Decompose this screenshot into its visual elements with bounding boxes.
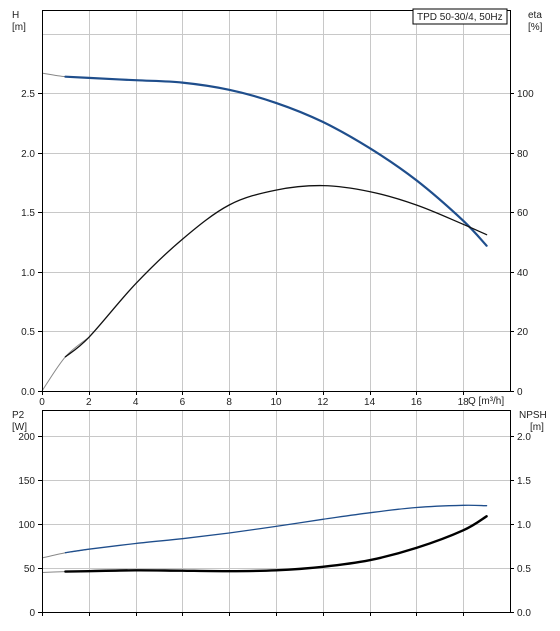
bottom-right-tick-label: 0.0 — [517, 608, 531, 619]
bottom-right-tick-label: 0.5 — [517, 564, 531, 575]
top-left-axis-unit: [m] — [12, 22, 26, 33]
bottom-right-axis-unit: [m] — [530, 422, 544, 433]
chart-frames — [38, 10, 514, 616]
top-right-axis-unit: [%] — [528, 22, 543, 33]
top-eta-curve — [64, 184, 488, 358]
top-eta-curve-extension — [41, 337, 90, 392]
top-right-tick-label: 0 — [517, 387, 523, 398]
bottom-right-tick-label: 2.0 — [517, 432, 531, 443]
title-box — [412, 8, 508, 25]
top-h-curve — [64, 75, 488, 247]
top-left-tick-label: 1.0 — [21, 268, 35, 279]
top-right-axis-title: eta — [528, 10, 542, 21]
x-tick-label: 12 — [317, 397, 329, 408]
x-tick-label: 8 — [226, 397, 232, 408]
bottom-right-tick-label: 1.5 — [517, 476, 531, 487]
top-chart-grid — [42, 10, 510, 392]
top-left-tick-label: 1.5 — [21, 208, 35, 219]
top-left-tick-label: 2.5 — [21, 89, 35, 100]
chart-labels: 0.0 0.5 1.0 1.5 2.0 2.5 0 20 40 60 80 100 0 2 4 6 8 10 12 1… — [18, 89, 534, 619]
x-tick-label: 4 — [133, 397, 139, 408]
top-chart-series — [41, 72, 488, 392]
bottom-left-tick-label: 50 — [24, 564, 36, 575]
bottom-chart-grid — [42, 410, 510, 613]
top-left-tick-label: 2.0 — [21, 149, 35, 160]
x-tick-label: 6 — [180, 397, 186, 408]
bottom-left-tick-label: 100 — [18, 520, 35, 531]
bottom-npsh-curve — [64, 515, 488, 573]
bottom-right-axis-title: NPSH — [519, 410, 547, 421]
bottom-right-tick-label: 1.0 — [517, 520, 531, 531]
top-right-tick-label: 40 — [517, 268, 529, 279]
top-left-tick-label: 0.0 — [21, 387, 35, 398]
top-right-tick-label: 80 — [517, 149, 529, 160]
top-left-axis-title: H — [12, 10, 19, 21]
bottom-left-tick-label: 200 — [18, 432, 35, 443]
top-right-tick-label: 100 — [517, 89, 534, 100]
bottom-left-axis-title: P2 — [12, 410, 25, 421]
bottom-chart-series — [41, 504, 488, 573]
x-axis-title: Q [m³/h] — [468, 396, 504, 407]
top-right-tick-label: 60 — [517, 208, 529, 219]
top-right-tick-label: 20 — [517, 327, 529, 338]
x-tick-label: 14 — [364, 397, 376, 408]
title-box-label: TPD 50-30/4, 50Hz — [417, 12, 503, 23]
bottom-p2-curve — [64, 504, 488, 554]
top-left-tick-label: 0.5 — [21, 327, 35, 338]
x-tick-label: 2 — [86, 397, 92, 408]
bottom-left-axis-unit: [W] — [12, 422, 27, 433]
x-tick-label: 18 — [458, 397, 470, 408]
bottom-left-tick-label: 0 — [29, 608, 35, 619]
x-tick-label: 16 — [411, 397, 423, 408]
x-tick-label: 10 — [270, 397, 282, 408]
bottom-left-tick-label: 150 — [18, 476, 35, 487]
x-tick-label: 0 — [39, 397, 45, 408]
